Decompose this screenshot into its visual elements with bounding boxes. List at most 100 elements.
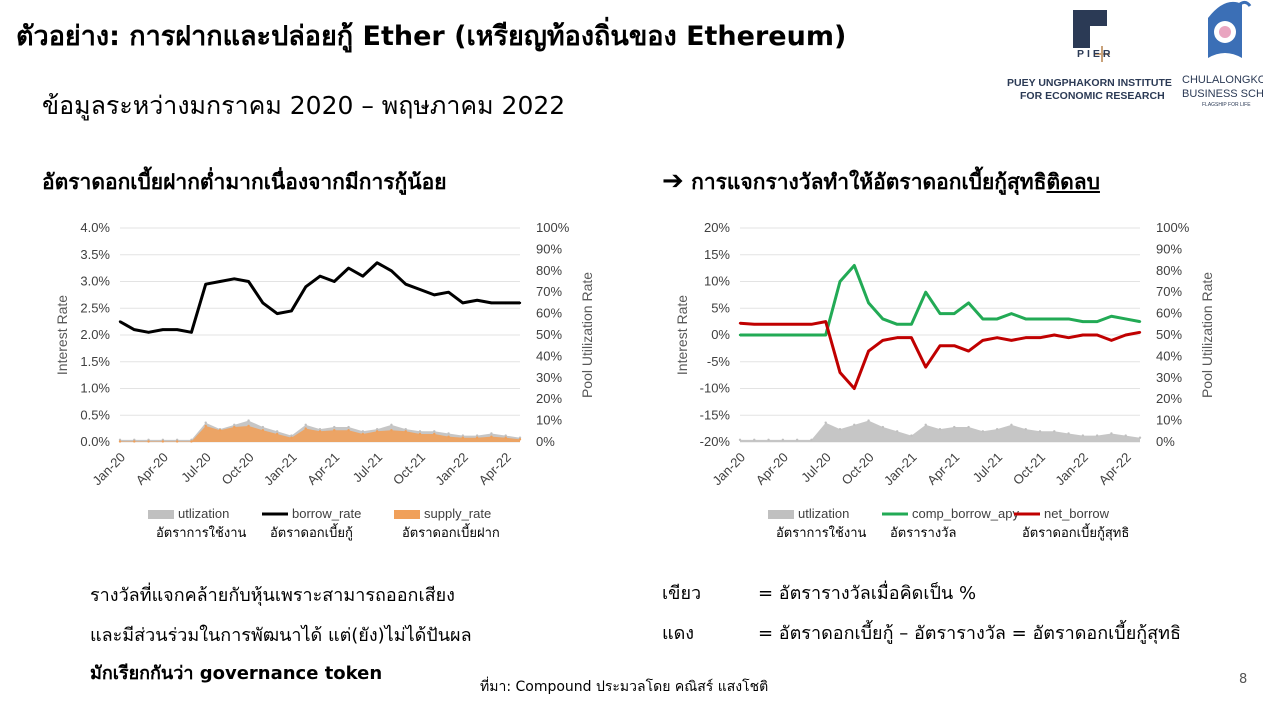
data-point-borrow_rate: [504, 301, 507, 305]
data-point-utlization: [853, 423, 856, 427]
source-note: ที่มา: Compound ประมวลโดย คณิสร์ แสงโชติ: [480, 679, 769, 695]
data-point-supply_rate: [318, 430, 322, 433]
x-tick-label: Jan-20: [709, 450, 748, 489]
x-tick-label: Apr-20: [133, 450, 171, 488]
data-point-net_borrow: [753, 323, 756, 326]
data-point-borrow_rate: [318, 274, 322, 278]
y-tick-label: 2.0%: [80, 327, 110, 342]
data-point-comp_borrow_apy: [1081, 320, 1085, 323]
data-point-comp_borrow_apy: [1038, 317, 1042, 321]
x-tick-label: Jan-20: [89, 450, 128, 489]
right-chart-title-underlined: ติดลบ: [1046, 170, 1100, 194]
slide-title: ตัวอย่าง: การฝากและปล่อยกู้ Ether (เหรีย…: [16, 21, 847, 52]
data-point-utlization: [881, 425, 885, 429]
data-point-borrow_rate: [433, 293, 436, 297]
series-line-borrow_rate: [119, 261, 520, 334]
y-tick-label: 15%: [704, 247, 730, 262]
legend-swatch: [394, 510, 420, 519]
data-point-net_borrow: [853, 387, 856, 390]
data-point-comp_borrow_apy: [953, 312, 956, 315]
data-point-utlization: [247, 419, 250, 422]
x-tick-label: Jan-22: [432, 450, 471, 489]
legend-label: borrow_rate: [292, 506, 361, 521]
y2-tick-label: 80%: [536, 263, 562, 278]
y-tick-label: 2.5%: [80, 300, 110, 315]
x-tick-label: Apr-21: [304, 450, 342, 488]
data-point-utlization: [867, 419, 870, 422]
data-point-net_borrow: [995, 336, 999, 339]
data-point-comp_borrow_apy: [1067, 317, 1070, 321]
data-point-net_borrow: [795, 323, 799, 326]
y2-tick-label: 10%: [536, 413, 562, 428]
x-tick-label: Jan-21: [261, 450, 300, 489]
y2-tick-label: 50%: [536, 327, 562, 342]
data-point-utlization: [261, 425, 265, 429]
data-point-borrow_rate: [261, 301, 265, 305]
y-tick-label: 4.0%: [80, 220, 110, 235]
x-tick-label: Apr-20: [753, 450, 791, 488]
data-point-comp_borrow_apy: [738, 333, 742, 337]
data-point-utlization: [418, 430, 422, 433]
data-point-supply_rate: [418, 432, 422, 436]
data-point-supply_rate: [347, 429, 350, 432]
note-red-label: แดง: [662, 623, 695, 644]
data-point-borrow_rate: [161, 328, 165, 331]
y2-axis-title: Pool Utilization Rate: [579, 272, 595, 398]
data-point-utlization: [1081, 434, 1085, 437]
y2-tick-label: 30%: [536, 370, 562, 385]
note-green-text: = อัตรารางวัลเมื่อคิดเป็น %: [758, 583, 977, 604]
data-point-supply_rate: [518, 438, 522, 441]
data-point-utlization: [347, 425, 350, 429]
data-point-borrow_rate: [361, 274, 365, 278]
y-tick-label: 10%: [704, 274, 730, 289]
data-point-utlization: [275, 430, 279, 433]
data-point-utlization: [824, 421, 827, 424]
data-point-utlization: [981, 430, 985, 433]
data-point-utlization: [433, 430, 436, 433]
data-point-borrow_rate: [490, 301, 493, 305]
data-point-borrow_rate: [461, 301, 465, 305]
y-tick-label: -5%: [707, 354, 731, 369]
data-point-utlization: [924, 423, 927, 427]
legend-label: comp_borrow_apy: [912, 506, 1019, 521]
legend-label-th: อัตราดอกเบี้ยกู้สุทธิ: [1022, 523, 1129, 541]
data-point-net_borrow: [738, 322, 742, 325]
legend-swatch: [148, 510, 174, 519]
y2-tick-label: 90%: [536, 241, 562, 256]
data-point-utlization: [1095, 434, 1099, 437]
data-point-utlization: [1038, 430, 1042, 433]
data-point-utlization: [304, 423, 307, 427]
data-point-comp_borrow_apy: [981, 317, 985, 321]
data-point-comp_borrow_apy: [1053, 317, 1056, 321]
x-tick-label: Apr-22: [476, 450, 514, 488]
data-point-borrow_rate: [418, 288, 422, 291]
data-point-utlization: [1110, 432, 1113, 435]
data-point-net_borrow: [1095, 333, 1099, 337]
data-point-utlization: [333, 425, 336, 429]
data-point-comp_borrow_apy: [938, 312, 942, 315]
chula-name-line3: FLAGSHIP FOR LIFE: [1202, 102, 1251, 108]
page-number: 8: [1239, 672, 1248, 687]
data-point-net_borrow: [895, 336, 899, 339]
data-point-comp_borrow_apy: [1124, 317, 1127, 321]
data-point-utlization: [967, 425, 970, 429]
chula-logo-mark-icon: [1208, 0, 1252, 58]
legend-label-th: อัตราการใช้งาน: [156, 525, 247, 540]
data-point-borrow_rate: [190, 331, 193, 334]
x-tick-label: Oct-20: [838, 450, 876, 488]
data-point-supply_rate: [304, 427, 307, 430]
pier-logo: PIER PUEY UNGPHAKORN INSTITUTE FOR ECONO…: [1005, 4, 1172, 104]
arrow-right-icon: ➔: [662, 166, 684, 196]
data-point-supply_rate: [433, 432, 436, 436]
data-point-net_borrow: [867, 349, 870, 353]
x-tick-label: Jul-20: [178, 450, 214, 486]
y2-tick-label: 0%: [536, 434, 555, 449]
data-point-net_borrow: [824, 320, 827, 323]
legend-label: supply_rate: [424, 506, 491, 521]
data-point-borrow_rate: [175, 328, 179, 331]
data-point-comp_borrow_apy: [1010, 312, 1013, 315]
data-point-supply_rate: [261, 429, 265, 432]
x-tick-label: Oct-20: [218, 450, 256, 488]
data-point-utlization: [461, 434, 465, 437]
legend-label: net_borrow: [1044, 506, 1110, 521]
